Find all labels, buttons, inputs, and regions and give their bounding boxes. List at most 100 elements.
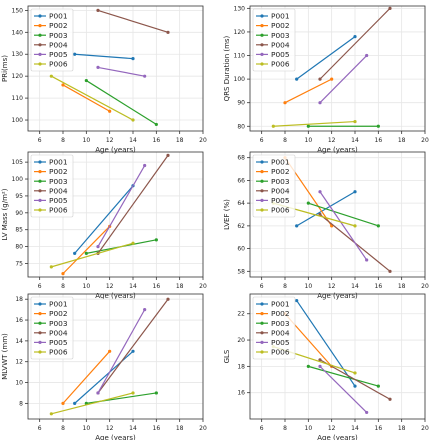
x-tick-label: 8: [283, 425, 287, 432]
data-point-p005: [143, 74, 147, 78]
data-point-p003: [376, 224, 380, 228]
y-tick-label: 18: [15, 296, 23, 303]
y-axis-label: MLVWT (mm): [1, 333, 9, 380]
series-line-p004: [97, 9, 169, 33]
legend-marker-p003: [260, 33, 264, 37]
x-tick-label: 8: [283, 283, 287, 290]
y-tick-label: 85: [15, 227, 23, 234]
legend-label-p004: P004: [271, 186, 290, 195]
x-tick-label: 18: [176, 137, 184, 144]
x-tick-label: 10: [83, 283, 91, 290]
x-tick-label: 10: [83, 137, 91, 144]
y-tick-label: 140: [12, 29, 24, 36]
legend-label-p001: P001: [49, 158, 68, 167]
y-axis-label: QRS Duration (ms): [223, 35, 231, 101]
series-line-p005: [97, 165, 146, 247]
data-point-p006: [353, 224, 357, 228]
y-tick-label: 80: [15, 244, 23, 251]
x-tick-label: 20: [199, 425, 207, 432]
legend-label-p003: P003: [271, 319, 290, 328]
data-point-p005: [318, 101, 322, 105]
x-tick-label: 20: [421, 283, 429, 290]
legend-marker-p005: [38, 52, 42, 57]
series-line-p004: [97, 298, 169, 394]
series-line-p003: [86, 80, 157, 125]
x-tick-label: 14: [351, 283, 359, 290]
legend-marker-p006: [38, 208, 42, 212]
data-point-p006: [353, 371, 357, 375]
data-point-p001: [353, 384, 357, 388]
legend-label-p005: P005: [271, 338, 290, 347]
x-tick-label: 10: [305, 425, 313, 432]
legend-label-p001: P001: [271, 12, 290, 21]
data-point-p004: [166, 153, 170, 157]
legend-label-p005: P005: [49, 196, 68, 205]
y-axis-label: LV Mass (g/m²): [1, 188, 9, 240]
y-tick-label: 80: [237, 123, 245, 130]
legend-marker-p006: [38, 62, 42, 66]
legend-label-p003: P003: [49, 31, 68, 40]
x-tick-label: 14: [351, 137, 359, 144]
data-point-p004: [96, 8, 100, 12]
series-line-p002: [62, 225, 111, 275]
x-tick-label: 8: [61, 425, 65, 432]
data-point-p006: [271, 124, 275, 128]
legend-label-p003: P003: [49, 319, 68, 328]
series-line-p003: [308, 365, 379, 387]
subplot-3: 6 8 10 12 14 16 18 20 75 80 85 90 95 100 105 Age (years…: [1, 151, 207, 300]
y-tick-label: 110: [12, 95, 24, 102]
data-point-p006: [131, 118, 135, 122]
subplot-6: 6 8 10 12 14 16 18 20 16 18 20 22 Age (years) GLS P001…: [223, 293, 429, 440]
y-tick-label: 8: [19, 400, 23, 407]
data-point-p004: [388, 269, 392, 273]
data-point-p002: [61, 401, 65, 405]
y-tick-label: 68: [237, 155, 245, 162]
data-point-p004: [166, 30, 170, 34]
legend-label-p003: P003: [49, 177, 68, 186]
plot-frame: [27, 151, 204, 278]
data-point-p004: [318, 358, 322, 362]
y-tick-label: 14: [15, 338, 23, 345]
legend-label-p002: P002: [271, 167, 290, 176]
x-tick-label: 20: [421, 137, 429, 144]
y-axis-label: PRi(ms): [1, 55, 9, 82]
x-tick-label: 6: [38, 425, 42, 432]
x-tick-label: 14: [129, 283, 137, 290]
legend-label-p002: P002: [49, 21, 68, 30]
series-line-p002: [62, 84, 110, 112]
x-tick-label: 20: [421, 425, 429, 432]
x-axis-label: Age (years): [317, 146, 358, 154]
legend-label-p006: P006: [271, 206, 290, 215]
subplot-5: 6 8 10 12 14 16 18 20 8 10 12 14 16 18 Age (years) MLVW…: [1, 293, 207, 440]
data-point-p003: [154, 122, 158, 127]
legend-box: [252, 8, 296, 72]
legend-marker-p006: [260, 208, 264, 212]
legend-label-p002: P002: [49, 167, 68, 176]
data-point-p004: [318, 77, 322, 81]
series-line-p001: [296, 300, 356, 387]
data-point-p003: [154, 238, 158, 242]
legend-marker-p002: [38, 170, 42, 174]
legend-label-p006: P006: [49, 206, 68, 215]
y-axis-label: LVEF (%): [223, 199, 231, 230]
data-point-p005: [96, 65, 100, 70]
x-tick-label: 18: [398, 425, 406, 432]
data-point-p002: [61, 83, 65, 87]
y-tick-label: 105: [12, 159, 24, 166]
series-line-p002: [284, 78, 332, 104]
legend-label-p006: P006: [271, 348, 290, 357]
x-tick-label: 12: [328, 425, 336, 432]
y-tick-label: 110: [234, 53, 246, 60]
legend-box: [252, 154, 296, 218]
x-tick-label: 10: [305, 137, 313, 144]
x-tick-label: 12: [106, 137, 114, 144]
y-tick-label: 130: [12, 51, 24, 58]
data-point-p003: [84, 78, 88, 83]
x-tick-label: 16: [375, 283, 383, 290]
data-point-p001: [131, 57, 135, 61]
data-point-p005: [318, 364, 322, 368]
plot-frame: [249, 293, 426, 420]
legend-label-p003: P003: [271, 31, 290, 40]
